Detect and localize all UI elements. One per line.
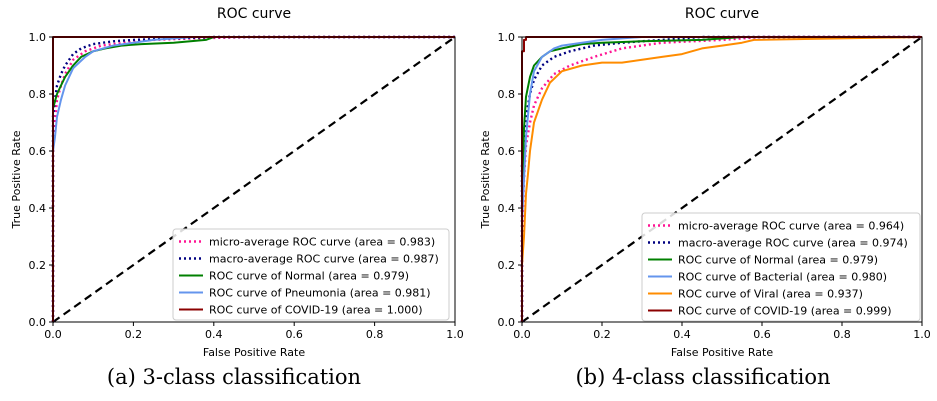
caption-4-class: (b) 4-class classification (575, 365, 831, 389)
x-tick-label: 0.4 (673, 328, 691, 341)
legend-entry-label: ROC curve of COVID-19 (area = 1.000) (209, 304, 423, 317)
legend-box (641, 212, 921, 322)
roc-panel-4-class: ROC curve 0.0 0.2 0.4 0.6 0.8 1.0 0.0 0.2 0.4 0.6 0… (469, 0, 937, 401)
legend-entry-label: ROC curve of Bacterial (area = 0.980) (678, 271, 887, 284)
roc-series-line-3 (521, 36, 922, 322)
roc-series-line-3 (52, 36, 455, 322)
x-tick-label: 0.0 (44, 328, 62, 341)
y-axis-label: True Positive Rate (479, 130, 492, 229)
y-tick-label: 0.6 (498, 145, 516, 158)
legend-entry-label: ROC curve of Viral (area = 0.937) (678, 288, 863, 301)
x-tick-label: 0.4 (205, 328, 223, 341)
x-tick-label: 0.2 (593, 328, 611, 341)
legend-box (172, 228, 450, 321)
y-tick-label: 1.0 (498, 31, 516, 44)
y-tick-label: 0.8 (498, 88, 516, 101)
roc-panel-3-class: ROC curve 0.0 0.2 0.4 0.6 0.8 1.0 0.0 0.2 0.4 0.6 0… (0, 0, 468, 401)
x-axis-label: False Positive Rate (203, 346, 305, 359)
x-tick-label: 0.2 (125, 328, 143, 341)
y-tick-label: 0.2 (498, 259, 516, 272)
y-tick-label: 1.0 (29, 31, 47, 44)
chance-diagonal-line (521, 36, 923, 323)
legend-entry-label: macro-average ROC curve (area = 0.987) (209, 253, 439, 266)
legend-entry-label: macro-average ROC curve (area = 0.974) (678, 237, 908, 250)
y-tick-label: 0.2 (29, 259, 47, 272)
y-tick-label: 0.0 (498, 316, 516, 329)
x-tick-label: 0.0 (513, 328, 531, 341)
roc-chart-4-class: ROC curve 0.0 0.2 0.4 0.6 0.8 1.0 0.0 0.2 0.4 0.6 0… (479, 6, 931, 359)
chart-title: ROC curve (217, 6, 291, 22)
y-axis-label: True Positive Rate (10, 130, 23, 229)
y-tick-label: 0.4 (29, 202, 47, 215)
legend-entry-label: ROC curve of COVID-19 (area = 0.999) (678, 305, 892, 318)
y-tick-label: 0.6 (29, 145, 47, 158)
chart-title: ROC curve (685, 6, 759, 22)
axes-frame (521, 36, 923, 323)
x-tick-label: 0.6 (285, 328, 303, 341)
axes-frame (52, 36, 456, 323)
x-tick-label: 0.8 (833, 328, 851, 341)
legend-entry-label: ROC curve of Pneumonia (area = 0.981) (209, 287, 431, 300)
x-tick-label: 0.8 (366, 328, 384, 341)
x-axis-label: False Positive Rate (671, 346, 773, 359)
legend-entry-label: ROC curve of Normal (area = 0.979) (678, 254, 878, 267)
caption-3-class: (a) 3-class classification (106, 365, 362, 389)
y-tick-label: 0.0 (29, 316, 47, 329)
legend-entry-label: micro-average ROC curve (area = 0.964) (678, 220, 904, 233)
y-tick-label: 0.4 (498, 202, 516, 215)
x-tick-label: 0.6 (753, 328, 771, 341)
legend-entry-label: micro-average ROC curve (area = 0.983) (209, 236, 435, 249)
roc-chart-3-class: ROC curve 0.0 0.2 0.4 0.6 0.8 1.0 0.0 0.2 0.4 0.6 0… (10, 6, 464, 359)
roc-series-line-4 (521, 36, 923, 322)
chance-diagonal-line (52, 36, 456, 323)
x-tick-label: 1.0 (446, 328, 464, 341)
x-tick-label: 1.0 (913, 328, 931, 341)
y-tick-label: 0.8 (29, 88, 47, 101)
legend-entry-label: ROC curve of Normal (area = 0.979) (209, 270, 409, 283)
